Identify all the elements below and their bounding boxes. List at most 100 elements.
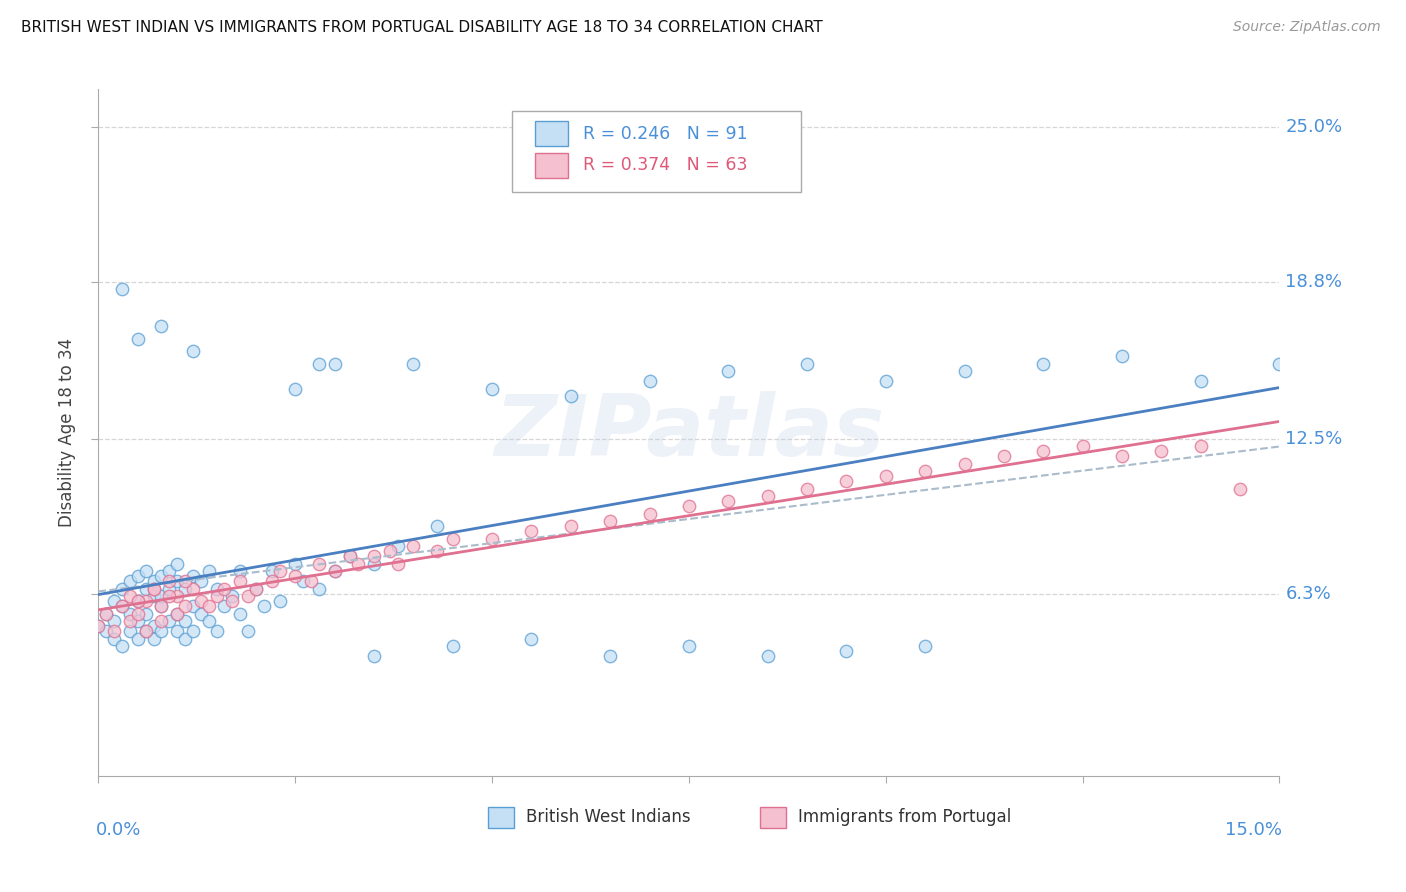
Point bbox=[181, 599, 204, 614]
FancyBboxPatch shape bbox=[759, 807, 786, 828]
Point bbox=[1111, 450, 1133, 464]
FancyBboxPatch shape bbox=[536, 153, 568, 178]
Point bbox=[190, 594, 212, 608]
Point bbox=[756, 649, 779, 664]
Point bbox=[363, 557, 385, 571]
Point bbox=[678, 500, 700, 514]
Point bbox=[229, 564, 252, 578]
Point bbox=[717, 494, 740, 508]
Point bbox=[993, 450, 1015, 464]
Point bbox=[229, 574, 252, 589]
Point bbox=[142, 582, 165, 596]
Point bbox=[269, 594, 291, 608]
Point bbox=[953, 457, 976, 471]
Point bbox=[308, 357, 330, 371]
Point bbox=[197, 564, 219, 578]
Point bbox=[174, 632, 197, 646]
FancyBboxPatch shape bbox=[488, 807, 515, 828]
Point bbox=[378, 544, 401, 558]
Point bbox=[796, 357, 818, 371]
Point bbox=[127, 569, 149, 583]
Point bbox=[142, 582, 165, 596]
Point bbox=[142, 619, 165, 633]
Point bbox=[150, 589, 173, 603]
Point bbox=[441, 639, 464, 653]
Point bbox=[127, 332, 149, 346]
Point bbox=[118, 574, 141, 589]
Point bbox=[756, 489, 779, 503]
Point bbox=[135, 594, 157, 608]
Point bbox=[796, 482, 818, 496]
Point bbox=[214, 582, 236, 596]
Point bbox=[402, 357, 425, 371]
Point bbox=[284, 557, 307, 571]
Point bbox=[142, 589, 165, 603]
Text: 25.0%: 25.0% bbox=[1285, 118, 1343, 136]
Point bbox=[260, 574, 283, 589]
Point bbox=[127, 594, 149, 608]
Point bbox=[260, 564, 283, 578]
Point bbox=[339, 549, 361, 564]
Point bbox=[214, 599, 236, 614]
Point bbox=[166, 607, 188, 621]
Point bbox=[150, 614, 173, 628]
Point bbox=[111, 599, 134, 614]
Point bbox=[87, 619, 110, 633]
Point bbox=[205, 624, 228, 639]
Text: R = 0.374   N = 63: R = 0.374 N = 63 bbox=[582, 156, 747, 175]
Point bbox=[245, 582, 267, 596]
Point bbox=[284, 569, 307, 583]
Point bbox=[197, 599, 219, 614]
Point bbox=[103, 632, 125, 646]
Point bbox=[157, 582, 180, 596]
Point bbox=[157, 564, 180, 578]
Point bbox=[308, 582, 330, 596]
Point bbox=[323, 357, 346, 371]
Point bbox=[135, 624, 157, 639]
Point bbox=[560, 519, 582, 533]
Point bbox=[96, 607, 118, 621]
Point bbox=[638, 375, 661, 389]
Point bbox=[157, 614, 180, 628]
Point bbox=[363, 549, 385, 564]
Point bbox=[142, 574, 165, 589]
Point bbox=[111, 639, 134, 653]
Point bbox=[166, 589, 188, 603]
Text: 0.0%: 0.0% bbox=[96, 821, 142, 838]
Point bbox=[638, 507, 661, 521]
Point bbox=[221, 589, 243, 603]
Point bbox=[441, 532, 464, 546]
Point bbox=[135, 624, 157, 639]
Text: BRITISH WEST INDIAN VS IMMIGRANTS FROM PORTUGAL DISABILITY AGE 18 TO 34 CORRELAT: BRITISH WEST INDIAN VS IMMIGRANTS FROM P… bbox=[21, 20, 823, 35]
FancyBboxPatch shape bbox=[536, 121, 568, 146]
Point bbox=[118, 589, 141, 603]
Point bbox=[1268, 357, 1291, 371]
Point bbox=[236, 624, 259, 639]
Point bbox=[118, 607, 141, 621]
Point bbox=[835, 644, 858, 658]
Point bbox=[292, 574, 315, 589]
Point bbox=[402, 539, 425, 553]
Point bbox=[1229, 482, 1251, 496]
Text: 12.5%: 12.5% bbox=[1285, 430, 1343, 448]
Point bbox=[150, 569, 173, 583]
Point bbox=[835, 475, 858, 489]
Point bbox=[1032, 444, 1054, 458]
Point bbox=[323, 564, 346, 578]
Point bbox=[426, 544, 449, 558]
Point bbox=[875, 375, 897, 389]
Point bbox=[96, 607, 118, 621]
Point bbox=[875, 469, 897, 483]
Point bbox=[111, 582, 134, 596]
Point bbox=[914, 464, 936, 478]
Point bbox=[157, 589, 180, 603]
Point bbox=[520, 632, 543, 646]
Point bbox=[197, 614, 219, 628]
Point bbox=[127, 632, 149, 646]
Point bbox=[1189, 375, 1212, 389]
Text: Source: ZipAtlas.com: Source: ZipAtlas.com bbox=[1233, 20, 1381, 34]
Point bbox=[229, 607, 252, 621]
Point bbox=[323, 564, 346, 578]
Point bbox=[181, 624, 204, 639]
Point bbox=[308, 557, 330, 571]
